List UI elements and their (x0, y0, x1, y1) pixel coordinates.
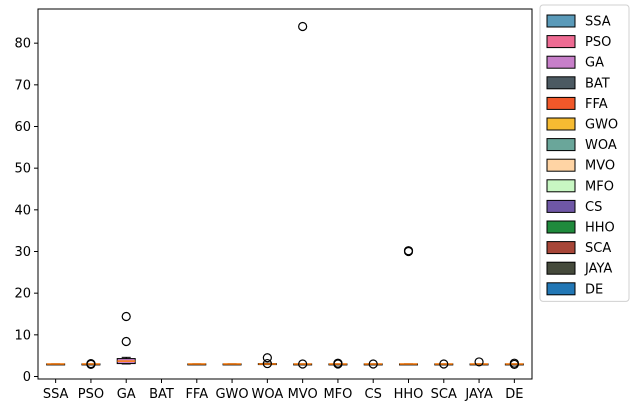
legend-label: SSA (585, 15, 611, 30)
legend-label: BAT (585, 76, 610, 91)
box-gwo (222, 363, 242, 366)
legend-swatch (546, 117, 576, 131)
legend-label: GWO (585, 118, 618, 133)
outlier-point (262, 358, 272, 369)
legend-swatch (546, 282, 576, 296)
legend-label: JAYA (584, 262, 612, 277)
outlier-point (86, 359, 96, 370)
box-ffa (187, 363, 207, 366)
outlier-point (368, 359, 378, 369)
y-tick-label: 40 (14, 203, 31, 218)
legend-swatch (546, 261, 576, 275)
outlier-point (474, 357, 484, 367)
legend-label: GA (585, 56, 604, 71)
legend-label: CS (585, 200, 602, 215)
outlier-point (439, 359, 449, 369)
legend-swatch (546, 158, 576, 172)
box-cs (363, 359, 383, 369)
outlier-point (298, 359, 308, 369)
outlier-point (298, 21, 308, 32)
x-tick-label: WOA (251, 387, 283, 402)
x-tick-label: BAT (149, 387, 174, 402)
y-tick-label: 70 (14, 78, 31, 93)
legend-swatch (546, 14, 576, 28)
legend-label: PSO (585, 35, 611, 50)
y-tick-label: 10 (14, 328, 31, 343)
x-tick-label: HHO (394, 387, 424, 402)
legend-label: DE (585, 282, 603, 297)
x-tick-label: JAYA (464, 387, 492, 402)
box-pso (81, 358, 101, 370)
legend-swatch (546, 220, 576, 234)
box-ssa (46, 363, 66, 366)
y-tick-label: 0 (23, 370, 31, 385)
x-tick-label: FFA (185, 387, 208, 402)
legend-swatch (546, 55, 576, 69)
plot-frame (37, 8, 533, 380)
y-tick-label: 30 (14, 245, 31, 260)
box-mvo (293, 21, 313, 369)
legend-swatch (546, 96, 576, 110)
box-de (504, 358, 524, 370)
box-jaya (469, 357, 489, 367)
outlier-point (403, 246, 414, 257)
x-tick-label: SCA (431, 387, 457, 402)
legend-swatch (546, 179, 576, 193)
outlier-point (333, 359, 343, 369)
outlier-point (121, 336, 131, 347)
legend-swatch (546, 199, 576, 213)
legend-label: MVO (585, 159, 615, 174)
legend-label: FFA (585, 97, 608, 112)
x-tick-label: GA (117, 387, 136, 402)
box-ga (116, 311, 136, 365)
x-tick-label: CS (365, 387, 382, 402)
box-hho (399, 246, 418, 366)
x-tick-label: PSO (78, 387, 104, 402)
legend-label: MFO (585, 179, 614, 194)
outlier-point (509, 359, 519, 370)
legend-label: SCA (585, 241, 611, 256)
y-tick-label: 80 (14, 37, 31, 52)
x-tick-label: SSA (43, 387, 69, 402)
box-sca (434, 359, 454, 369)
y-tick-label: 60 (14, 120, 31, 135)
x-tick-label: GWO (215, 387, 248, 402)
outlier-point (121, 311, 131, 322)
x-tick-label: MVO (288, 387, 318, 402)
y-tick-label: 50 (14, 162, 31, 177)
legend: SSA PSO GA BAT FFA GWO WOA MVO MFO CS HHO SCA JAYA DE (539, 4, 630, 302)
legend-label: WOA (585, 138, 617, 153)
box-woa (257, 353, 277, 369)
legend-swatch (546, 35, 576, 49)
legend-label: HHO (585, 221, 615, 236)
box-mfo (328, 358, 348, 369)
legend-swatch (546, 138, 576, 152)
legend-swatch (546, 241, 576, 255)
x-tick-label: DE (505, 387, 523, 402)
outlier-point (262, 353, 272, 363)
y-tick-label: 20 (14, 287, 31, 302)
x-tick-label: MFO (323, 387, 352, 402)
legend-swatch (546, 76, 576, 90)
